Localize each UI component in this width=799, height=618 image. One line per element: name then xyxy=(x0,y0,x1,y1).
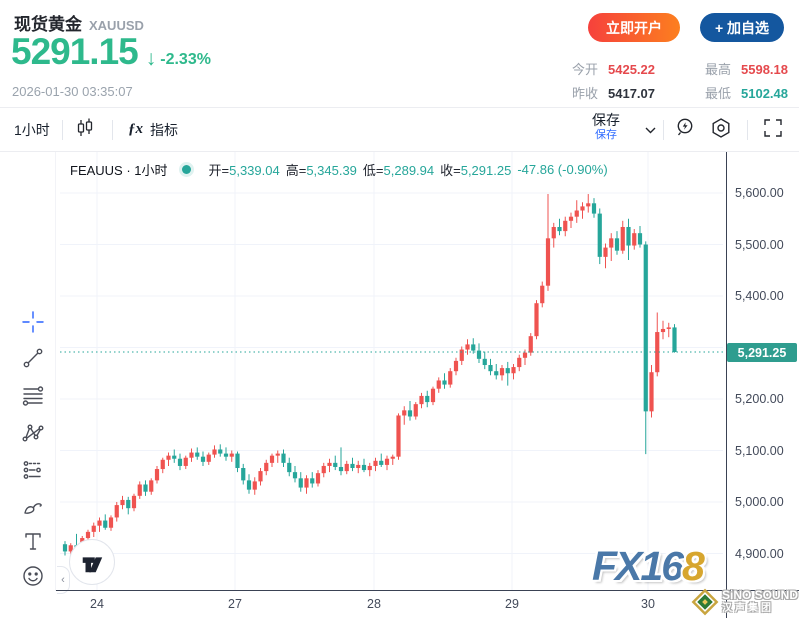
candlestick-chart[interactable]: FEAUUS · 1小时 开=5,339.04 高=5,345.39 低=5,2… xyxy=(57,152,723,594)
change-percent: -2.33% xyxy=(160,51,211,68)
last-price: 5291.15 xyxy=(11,31,139,72)
stat-low: 最低 5102.48 xyxy=(705,86,789,101)
gear-icon xyxy=(710,117,732,144)
y-axis-label: 5,200.00 xyxy=(735,392,784,406)
interval-button[interactable]: 1小时 xyxy=(14,121,50,138)
quick-search-button[interactable] xyxy=(673,117,699,143)
y-axis-label: 5,500.00 xyxy=(735,237,784,252)
fx168-watermark: FX168 xyxy=(592,543,705,589)
trend-line-icon xyxy=(22,347,44,374)
divider xyxy=(62,120,63,140)
fib-retracement-icon xyxy=(22,385,44,412)
y-axis-label: 4,900.00 xyxy=(735,546,784,561)
indicators-button[interactable]: ƒx 指标 xyxy=(128,121,178,138)
divider xyxy=(747,120,748,140)
down-arrow-icon: ↓ xyxy=(145,47,157,70)
legend-change: -47.86 (-0.90%) xyxy=(517,162,608,177)
divider xyxy=(112,120,113,140)
settings-button[interactable] xyxy=(708,117,734,143)
brush-icon xyxy=(22,495,44,522)
x-axis-label: 30 xyxy=(641,597,655,611)
header: 现货黄金 XAUUSD 5291.15 ↓ -2.33% 2026-01-30 0… xyxy=(0,0,799,108)
xabcd-pattern-icon xyxy=(22,422,44,449)
candlesticks-icon xyxy=(74,117,96,142)
chart-legend: FEAUUS · 1小时 开=5,339.04 高=5,345.39 低=5,2… xyxy=(70,162,608,178)
sino-text: SiNO SOUND 汉声集团 xyxy=(721,588,798,615)
crosshair-icon xyxy=(22,310,44,338)
chart-toolbar: 1小时 ƒx 指标 保存 保存 xyxy=(0,108,799,152)
divider xyxy=(663,120,664,140)
last-price-tag: 5,291.25 xyxy=(727,343,797,362)
crosshair-tool[interactable] xyxy=(17,308,49,340)
legend-symbol[interactable]: FEAUUS · 1小时 xyxy=(70,163,168,178)
axis-separator-horizontal xyxy=(56,590,799,591)
chevron-down-icon xyxy=(645,121,656,139)
quick-search-icon xyxy=(676,117,697,143)
sino-diamond-icon xyxy=(691,588,719,616)
forecast-icon xyxy=(22,459,44,486)
price-row: 5291.15 ↓ -2.33% xyxy=(11,33,211,70)
stat-open: 今开 5425.22 xyxy=(572,62,656,77)
save-button[interactable]: 保存 保存 xyxy=(592,112,620,141)
fib-retracement-tool[interactable] xyxy=(17,382,49,414)
price-axis[interactable]: 5,291.25 5,600.005,500.005,400.005,300.0… xyxy=(727,152,799,590)
collapse-toolbar-tab[interactable]: ‹ xyxy=(57,566,70,594)
status-dot xyxy=(181,165,191,174)
y-axis-label: 5,100.00 xyxy=(735,443,784,458)
time-axis[interactable]: 24 27 28 29 30 xyxy=(0,591,799,618)
axis-separator-vertical xyxy=(726,152,727,618)
xabcd-pattern-tool[interactable] xyxy=(17,419,49,451)
tv-logo-icon xyxy=(82,557,103,573)
save-menu-chevron[interactable] xyxy=(637,117,663,143)
timestamp: 2026-01-30 03:35:07 xyxy=(12,84,133,99)
add-watchlist-button[interactable]: + 加自选 xyxy=(700,13,784,42)
text-tool[interactable] xyxy=(17,527,49,559)
brush-tool[interactable] xyxy=(17,492,49,524)
title-row: 现货黄金 XAUUSD xyxy=(14,10,144,35)
emoji-icon xyxy=(22,565,44,592)
fx-icon: ƒx xyxy=(128,121,143,137)
fullscreen-button[interactable] xyxy=(760,117,786,143)
stat-high: 最高 5598.18 xyxy=(705,62,789,77)
tradingview-logo[interactable] xyxy=(69,539,115,585)
drawing-toolbar xyxy=(0,152,56,618)
text-icon xyxy=(22,530,44,557)
x-axis-label: 29 xyxy=(505,597,519,611)
open-account-button[interactable]: 立即开户 xyxy=(588,13,680,42)
chart-type-button[interactable] xyxy=(74,108,96,151)
y-axis-label: 5,000.00 xyxy=(735,495,784,509)
stat-prev-close: 昨收 5417.07 xyxy=(572,86,656,101)
y-axis-label: 5,400.00 xyxy=(735,289,784,303)
fullscreen-icon xyxy=(763,118,783,143)
trend-line-tool[interactable] xyxy=(17,344,49,376)
sino-sound-watermark: SiNO SOUND 汉声集团 xyxy=(690,587,798,617)
symbol-code: XAUUSD xyxy=(89,18,144,33)
x-axis-label: 27 xyxy=(228,597,242,611)
emoji-tool[interactable] xyxy=(17,562,49,594)
x-axis-label: 28 xyxy=(367,597,381,611)
forecast-tool[interactable] xyxy=(17,456,49,488)
chart-canvas xyxy=(60,152,723,590)
page-title: 现货黄金 xyxy=(14,15,82,34)
y-axis-label: 5,600.00 xyxy=(735,186,784,200)
x-axis-label: 24 xyxy=(90,597,104,611)
